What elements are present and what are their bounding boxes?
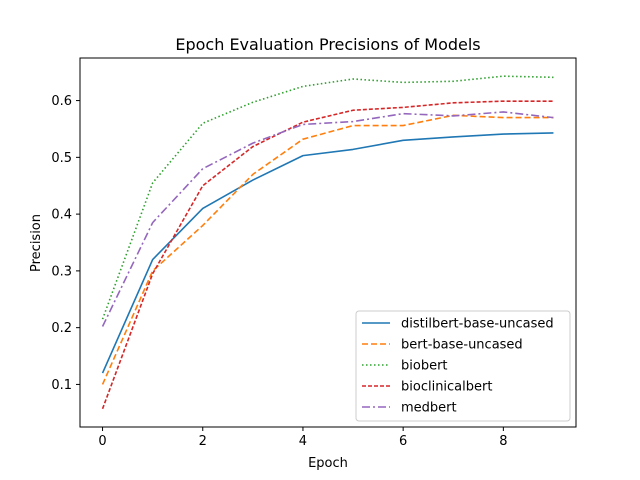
legend-label: medbert	[401, 401, 457, 416]
plot-area	[101, 75, 554, 410]
legend-box	[355, 310, 571, 422]
x-tick-label: 6	[399, 434, 407, 449]
x-axis-label: Epoch	[308, 456, 348, 471]
plot-frame	[79, 57, 577, 428]
x-tick-label: 8	[499, 434, 507, 449]
series-line-medbert	[101, 111, 554, 327]
legend: distilbert-base-uncased bert-base-uncased…	[355, 310, 571, 422]
y-axis-label: Precision	[29, 214, 44, 272]
x-axis: 0 2 4 6 8	[98, 427, 507, 449]
y-tick-label: 0.4	[51, 208, 72, 223]
legend-label: bert-base-uncased	[401, 338, 523, 353]
x-tick-label: 2	[199, 434, 207, 449]
chart-title: Epoch Evaluation Precisions of Models	[175, 35, 480, 54]
series-line-bioclinicalbert	[101, 100, 554, 410]
legend-label: distilbert-base-uncased	[401, 317, 554, 332]
series-line-biobert	[101, 75, 554, 320]
y-tick-label: 0.1	[51, 378, 72, 393]
x-tick-label: 0	[98, 434, 106, 449]
legend-label: bioclinicalbert	[401, 380, 492, 395]
x-tick-label: 4	[299, 434, 307, 449]
y-tick-label: 0.5	[51, 151, 72, 166]
y-tick-label: 0.6	[51, 94, 72, 109]
y-axis: 0.1 0.2 0.3 0.4 0.5 0.6	[51, 94, 80, 393]
y-tick-label: 0.3	[51, 264, 72, 279]
series-line-bert-base-uncased	[101, 114, 554, 385]
y-tick-label: 0.2	[51, 321, 72, 336]
legend-label: biobert	[401, 359, 448, 374]
series-line-distilbert-base-uncased	[101, 132, 554, 374]
